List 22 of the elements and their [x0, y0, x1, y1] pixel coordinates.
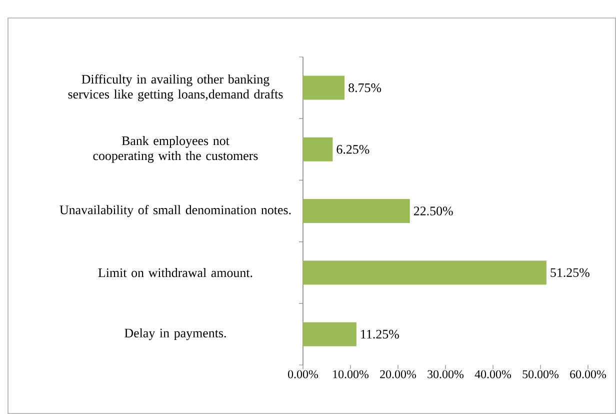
x-tick-label: 20.00%: [380, 370, 416, 378]
x-tick-label: 30.00%: [428, 370, 464, 378]
data-label: 51.25%: [550, 268, 590, 278]
y-tick-label: Unavailability of small denomination notes.: [60, 205, 291, 217]
y-tick-label: Limit on withdrawal amount.: [98, 268, 252, 278]
y-tick-label: Delay in payments.: [124, 328, 226, 340]
x-tick-label: 60.00%: [570, 370, 606, 378]
bar: [303, 137, 333, 162]
x-tick-label: 50.00%: [522, 370, 559, 378]
x-tick-label: 10.00%: [333, 370, 369, 378]
data-label: 8.75%: [348, 83, 382, 92]
data-label: 22.50%: [414, 206, 453, 216]
bar: [303, 76, 345, 100]
y-tick-label: Bank employees not cooperating with the customers: [93, 136, 258, 163]
bar: [303, 322, 356, 346]
data-label: 11.25%: [361, 330, 399, 339]
data-label: 6.25%: [336, 145, 370, 154]
x-tick-label: 0.00%: [288, 370, 318, 378]
bar: [303, 260, 546, 285]
bar: [303, 199, 410, 224]
y-tick-label: Difficulty in availing other banking services like getting loans,demand drafts: [68, 74, 283, 102]
x-tick-label: 40.00%: [474, 370, 512, 378]
